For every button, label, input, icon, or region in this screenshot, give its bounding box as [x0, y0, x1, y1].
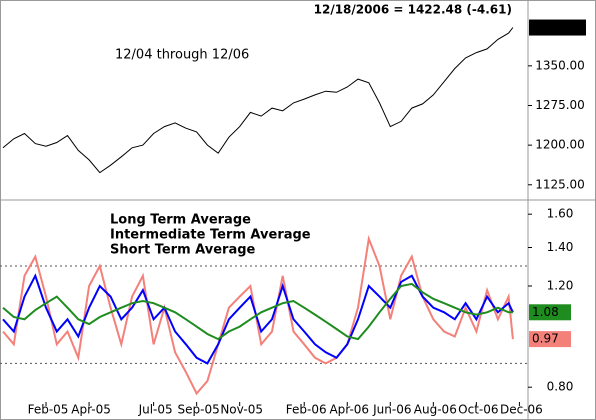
x-tick-label: Aug-06: [414, 403, 457, 417]
last-value-label: 0.97: [532, 332, 559, 346]
x-tick-label: Dec-06: [500, 403, 543, 417]
x-tick-label: Feb-05: [28, 403, 69, 417]
y-tick-label: 0.80: [547, 380, 574, 394]
data-line: [2, 273, 514, 365]
last-value-box: [529, 304, 571, 321]
last-value-label: 1.08: [532, 305, 559, 319]
y-tick-label: 1.60: [547, 207, 574, 221]
y-tick-label: 1.40: [547, 240, 574, 254]
legend-entry: Long Term Average: [110, 213, 251, 228]
data-line: [2, 235, 514, 396]
x-tick-label: Nov-05: [220, 403, 263, 417]
legend-entry: Intermediate Term Average: [110, 228, 311, 243]
legend-entry: Short Term Average: [110, 243, 256, 258]
x-tick-label: Jun-06: [372, 403, 411, 417]
x-tick-label: Sep-05: [178, 403, 220, 417]
y-tick-label: 1350.00: [535, 58, 585, 72]
x-tick-label: Oct-06: [458, 403, 498, 417]
y-tick-label: 1.20: [547, 278, 574, 292]
x-tick-label: Apr-06: [329, 403, 369, 417]
y-tick-label: 1200.00: [535, 138, 585, 152]
data-line: [2, 282, 513, 341]
x-tick-label: Apr-05: [71, 403, 111, 417]
data-line: [2, 27, 514, 174]
chart-title: 12/18/2006 = 1422.48 (-4.61): [314, 3, 512, 17]
y-tick-label: 1275.00: [535, 98, 585, 112]
last-value-box: [529, 19, 586, 36]
last-value-box: [529, 331, 571, 348]
x-tick-label: Feb-06: [286, 403, 327, 417]
last-value-label: 1422.48: [532, 20, 582, 34]
x-tick-label: Jul-05: [138, 403, 173, 417]
annotation: 12/04 through 12/06: [115, 48, 249, 63]
y-tick-label: 1125.00: [535, 177, 585, 191]
